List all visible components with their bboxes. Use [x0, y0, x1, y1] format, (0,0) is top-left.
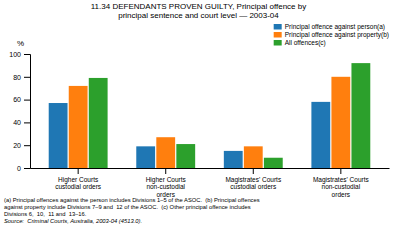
title: 11.34 DEFENDANTS PROVEN GUILTY, Principa… — [91, 2, 307, 20]
tick: 100 — [9, 51, 30, 58]
legend-swatch — [274, 32, 282, 38]
bar — [331, 77, 350, 168]
tick: Higher Courtscustodial orders — [55, 168, 102, 190]
series — [69, 77, 351, 168]
chart: 11.34 DEFENDANTS PROVEN GUILTY, Principa… — [0, 0, 397, 227]
tick: 60 — [13, 96, 30, 103]
axis-line — [24, 55, 31, 169]
tick-mark — [165, 168, 166, 174]
tick-mark — [253, 168, 254, 174]
tick-label: Magistrates' Courtscustodial orders — [225, 176, 282, 191]
bar — [176, 144, 195, 168]
bar — [264, 158, 283, 168]
tick-label: 60 — [13, 96, 21, 103]
tick-mark — [24, 77, 30, 78]
bar — [311, 102, 330, 168]
series — [89, 63, 371, 168]
tick: Magistrates' Courtscustodial orders — [225, 168, 282, 190]
tick-mark — [24, 145, 30, 146]
annotation: (a) Principal offences against the perso… — [4, 197, 260, 203]
legend-label: All offences(c) — [285, 39, 326, 47]
bar — [136, 146, 155, 168]
tick-mark — [78, 168, 79, 174]
bar — [156, 137, 175, 168]
bar — [351, 63, 370, 168]
tick-label: 20 — [13, 142, 21, 149]
legend-label: Principal offence against property(b) — [285, 31, 389, 39]
legend-label: Principal offence against person(a) — [285, 23, 385, 31]
legend-item: Principal offence against property(b) — [274, 31, 389, 39]
tick-label: Higher Courtscustodial orders — [55, 176, 102, 191]
bar — [244, 146, 263, 168]
bar — [69, 86, 88, 168]
tick-label-line: non-custodial — [322, 183, 361, 190]
tick-label-line: custodial orders — [230, 183, 277, 190]
title-line: principal sentence and court level — 200… — [118, 11, 279, 20]
tick: Higher Courtsnon-custodialorders — [146, 168, 187, 198]
tick: 80 — [13, 74, 30, 81]
tick-label-line: orders — [332, 191, 351, 198]
tick-mark — [24, 54, 30, 55]
tick-label: Magistrates' Courtsnon-custodialorders — [313, 176, 370, 198]
annotation: Divisions 6, 10, 11 and 13–16. — [4, 211, 87, 217]
axis-title: % — [17, 39, 24, 48]
annotation: Source: Criminal Courts, Australia, 2003… — [4, 218, 142, 224]
tick-mark — [340, 168, 341, 174]
tick-label-line: non-custodial — [146, 183, 185, 190]
tick-label: 100 — [9, 51, 21, 58]
tick-label: Higher Courtsnon-custodialorders — [146, 176, 187, 198]
plot: 0 20 40 60 80 100% Higher Courtscustodial orde… — [9, 39, 389, 198]
tick-mark — [24, 122, 30, 123]
tick: 40 — [13, 119, 30, 126]
legend-item: Principal offence against person(a) — [274, 23, 385, 31]
tick-label-line: custodial orders — [55, 183, 102, 190]
annotation: against property include Divisions 7–9 a… — [4, 204, 251, 210]
tick-label: 80 — [13, 74, 21, 81]
legend-swatch — [274, 40, 282, 46]
bar — [89, 78, 108, 168]
legend: Principal offence against person(a)Princ… — [274, 23, 389, 47]
title-line: 11.34 DEFENDANTS PROVEN GUILTY, Principa… — [91, 2, 307, 11]
legend-swatch — [274, 24, 282, 30]
bar — [224, 151, 243, 168]
tick-label: 40 — [13, 119, 21, 126]
x-axis: Higher Courtscustodial orders Higher Cour… — [31, 168, 390, 198]
bar — [49, 103, 68, 168]
tick: 20 — [13, 142, 30, 149]
tick: Magistrates' Courtsnon-custodialorders — [313, 168, 370, 198]
y-axis: 0 20 40 60 80 100 — [9, 51, 30, 172]
tick-mark — [24, 168, 30, 169]
legend-item: All offences(c) — [274, 39, 326, 47]
bars — [49, 63, 371, 168]
tick-mark — [24, 100, 30, 101]
axis-line — [31, 168, 390, 169]
tick-label: 0 — [17, 165, 21, 172]
tick: 0 — [17, 165, 30, 172]
